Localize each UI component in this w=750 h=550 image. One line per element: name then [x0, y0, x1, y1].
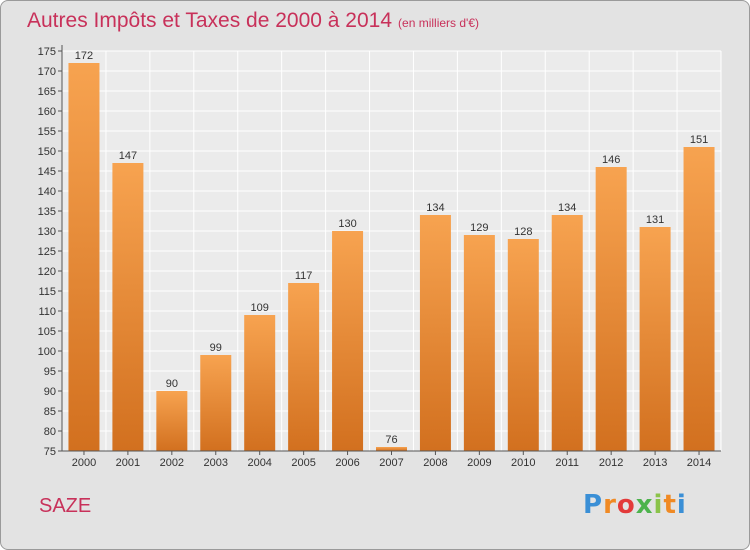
bar [595, 167, 627, 451]
x-tick-label: 2002 [160, 457, 184, 469]
data-label: 90 [166, 378, 178, 390]
bar [288, 283, 320, 451]
data-label: 130 [338, 218, 356, 230]
logo-letters: Proxiti [583, 490, 687, 520]
y-tick-label: 85 [44, 406, 56, 418]
data-label: 129 [470, 222, 488, 234]
bar [112, 163, 144, 451]
y-tick-label: 90 [44, 386, 56, 398]
logo-letter: i [676, 490, 687, 520]
y-tick-label: 115 [38, 286, 56, 298]
bar [683, 147, 715, 451]
logo-letter: P [583, 490, 604, 520]
bar [463, 235, 495, 451]
data-label: 76 [385, 434, 397, 446]
bar [376, 447, 407, 451]
bar [200, 355, 232, 451]
data-label: 134 [558, 202, 576, 214]
bar [244, 315, 276, 451]
y-tick-label: 80 [44, 426, 56, 438]
x-tick-label: 2011 [555, 457, 579, 469]
x-tick-label: 2004 [247, 457, 271, 469]
y-tick-label: 95 [44, 366, 56, 378]
bar [156, 391, 188, 451]
x-tick-label: 2009 [467, 457, 491, 469]
y-tick-label: 170 [38, 66, 56, 78]
x-tick-label: 2012 [599, 457, 623, 469]
data-label: 147 [119, 150, 137, 162]
bar [332, 231, 364, 451]
data-label: 151 [690, 134, 708, 146]
bars: 172 147 90 99 109 117 130 76 134 129 128 134 146 131 1… [68, 50, 715, 451]
logo-letter: i [653, 490, 664, 520]
y-tick-label: 160 [38, 106, 56, 118]
x-tick-label: 2006 [335, 457, 359, 469]
y-tick-label: 110 [38, 306, 56, 318]
chart-title: Autres Impôts et Taxes de 2000 à 2014 (en… [27, 9, 479, 33]
x-tick-label: 2008 [423, 457, 447, 469]
logo-letter: x [635, 490, 654, 520]
y-tick-label: 175 [38, 46, 56, 58]
y-tick-label: 145 [38, 166, 56, 178]
data-label: 99 [210, 342, 222, 354]
x-tick-label: 2013 [643, 457, 667, 469]
proxiti-logo: Proxiti [583, 490, 687, 520]
bar [419, 215, 451, 451]
y-tick-label: 100 [38, 346, 56, 358]
y-tick-label: 150 [38, 146, 56, 158]
axes: 75 80 85 90 95 100 105 110 115 120 125 130 135 140 145… [38, 45, 721, 469]
bar [639, 227, 671, 451]
bar [68, 63, 100, 451]
x-tick-label: 2010 [511, 457, 535, 469]
data-label: 109 [251, 302, 269, 314]
data-label: 117 [295, 270, 313, 282]
x-tick-label: 2007 [379, 457, 403, 469]
data-label: 128 [514, 226, 532, 238]
logo-letter: o [616, 490, 636, 520]
bar [507, 239, 539, 451]
chart-subtitle: (en milliers d'€) [398, 16, 480, 30]
y-tick-label: 105 [38, 326, 56, 338]
y-tick-label: 75 [44, 446, 56, 458]
x-tick-label: 2005 [291, 457, 315, 469]
x-tick-label: 2003 [204, 457, 228, 469]
y-tick-label: 165 [38, 86, 56, 98]
y-tick-label: 140 [38, 186, 56, 198]
y-tick-label: 130 [38, 226, 56, 238]
logo-letter: t [663, 490, 677, 520]
x-tick-label: 2001 [116, 457, 140, 469]
y-tick-label: 120 [38, 266, 56, 278]
commune-name: SAZE [39, 495, 92, 517]
y-tick-label: 155 [38, 126, 56, 138]
x-tick-label: 2000 [72, 457, 96, 469]
data-label: 134 [426, 202, 444, 214]
y-tick-label: 135 [38, 206, 56, 218]
data-label: 172 [75, 50, 93, 62]
x-tick-label: 2014 [687, 457, 711, 469]
data-label: 146 [602, 154, 620, 166]
chart-title-text: Autres Impôts et Taxes de 2000 à 2014 [27, 9, 393, 32]
logo-letter: r [603, 490, 617, 520]
bar [551, 215, 583, 451]
y-tick-label: 125 [38, 246, 56, 258]
data-label: 131 [646, 214, 664, 226]
